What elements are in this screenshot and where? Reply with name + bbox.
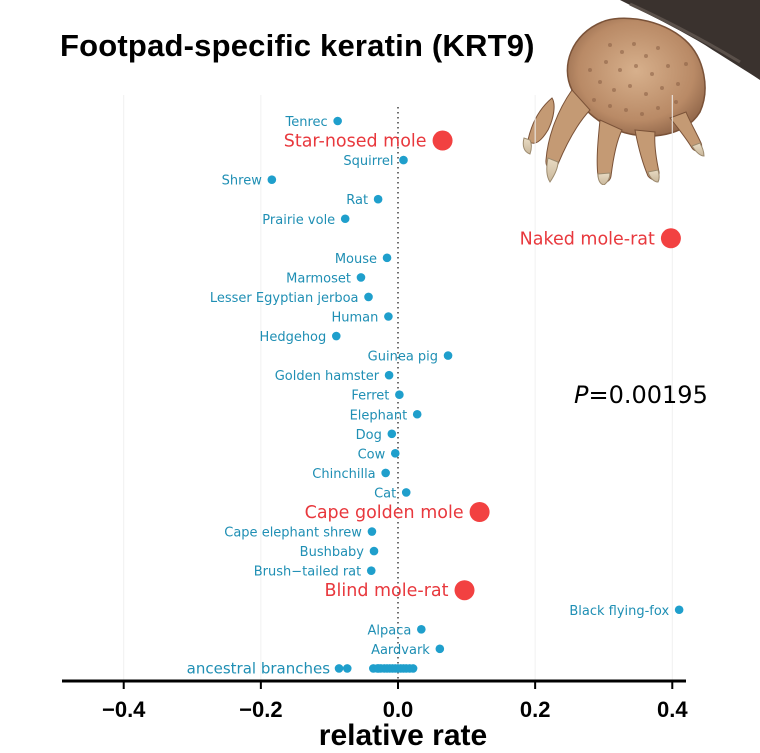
point-golden-hamster: [384, 370, 394, 380]
label-chinchilla: Chinchilla: [312, 467, 375, 482]
label-golden-hamster: Golden hamster: [275, 369, 380, 384]
point-elephant: [412, 409, 422, 419]
label-squirrel: Squirrel: [343, 154, 393, 169]
label-shrew: Shrew: [222, 174, 263, 189]
point-cow: [390, 449, 400, 458]
label-ancestral-branches: ancestral branches: [187, 659, 331, 677]
point-cape-golden-mole: [469, 502, 490, 522]
point-cape-elephant-shrew: [367, 527, 377, 536]
ancestral-point-16: [408, 664, 418, 673]
point-mouse: [382, 253, 392, 263]
p-symbol: P: [574, 381, 589, 409]
point-lesser-egyptian-jerboa: [364, 292, 373, 302]
p-value: =0.00195: [588, 381, 708, 409]
point-tenrec: [333, 116, 342, 126]
x-tick-label-3: 0.2: [520, 697, 551, 722]
ancestral-point-1: [342, 664, 352, 673]
label-human: Human: [332, 311, 379, 326]
point-hedgehog: [331, 331, 341, 341]
point-naked-mole-rat: [660, 228, 681, 249]
point-blind-mole-rat: [454, 580, 475, 601]
ancestral-point-15: [374, 664, 384, 673]
label-blind-mole-rat: Blind mole-rat: [325, 581, 449, 601]
point-squirrel: [399, 155, 408, 165]
label-cape-golden-mole: Cape golden mole: [305, 503, 464, 523]
point-rat: [373, 194, 383, 204]
x-tick-label-1: −0.2: [239, 697, 282, 722]
point-human: [384, 312, 393, 321]
label-dog: Dog: [356, 428, 382, 443]
label-naked-mole-rat: Naked mole-rat: [520, 229, 655, 249]
label-hedgehog: Hedgehog: [260, 330, 327, 345]
label-lesser-egyptian-jerboa: Lesser Egyptian jerboa: [210, 291, 359, 306]
point-shrew: [267, 175, 277, 184]
label-brush-tailed-rat: Brush−tailed rat: [254, 565, 362, 580]
label-star-nosed-mole: Star-nosed mole: [284, 132, 427, 152]
label-alpaca: Alpaca: [367, 623, 411, 638]
point-brush-tailed-rat: [366, 566, 376, 575]
label-guinea-pig: Guinea pig: [368, 350, 438, 365]
x-axis-label: relative rate: [319, 719, 487, 752]
label-ferret: Ferret: [351, 389, 389, 404]
x-axis-ticks: −0.4 −0.2 0.0 0.2 0.4: [102, 681, 688, 722]
vertical-grid-lines: [123, 95, 673, 681]
point-ferret: [395, 390, 404, 400]
point-bushbaby: [369, 546, 379, 556]
data-points: Tenrec Star-nosed mole Squirrel Shrew Rat Pra…: [187, 115, 684, 677]
point-marmoset: [356, 273, 366, 282]
ancestral-point-0: [334, 664, 344, 673]
label-tenrec: Tenrec: [284, 115, 327, 130]
label-rat: Rat: [346, 193, 368, 208]
label-cape-elephant-shrew: Cape elephant shrew: [224, 526, 362, 541]
point-star-nosed-mole: [432, 130, 453, 151]
label-aardvark: Aardvark: [371, 643, 430, 658]
label-black-flying-fox: Black flying-fox: [569, 604, 669, 619]
label-mouse: Mouse: [335, 252, 377, 267]
point-cat: [401, 488, 411, 497]
x-tick-label-2: 0.0: [383, 697, 414, 722]
label-cat: Cat: [374, 486, 396, 501]
point-prairie-vole: [340, 214, 350, 224]
point-guinea-pig: [443, 351, 453, 360]
label-bushbaby: Bushbaby: [300, 545, 365, 560]
label-cow: Cow: [358, 447, 386, 462]
point-chinchilla: [381, 468, 390, 478]
label-prairie-vole: Prairie vole: [262, 213, 335, 228]
point-aardvark: [435, 644, 445, 654]
x-tick-label-4: 0.4: [657, 697, 688, 722]
x-tick-label-0: −0.4: [102, 697, 146, 722]
label-marmoset: Marmoset: [286, 271, 351, 286]
point-black-flying-fox: [674, 605, 684, 615]
label-elephant: Elephant: [350, 408, 408, 423]
point-alpaca: [417, 625, 426, 634]
point-dog: [387, 429, 397, 439]
p-value-annotation: P=0.00195: [574, 381, 708, 409]
chart-title: Footpad-specific keratin (KRT9): [60, 28, 535, 63]
mole-paw-illustration: [522, 0, 760, 185]
